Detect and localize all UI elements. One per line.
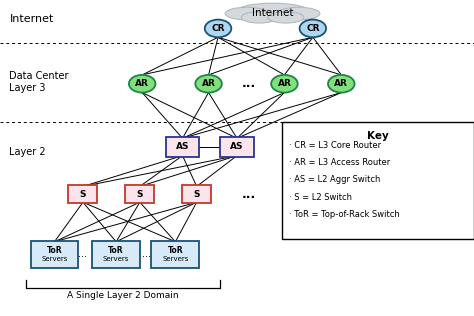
Text: AS: AS: [230, 143, 244, 151]
Text: ...: ...: [79, 249, 87, 259]
Ellipse shape: [237, 3, 308, 19]
Text: ToR: ToR: [109, 246, 124, 255]
Text: Key: Key: [367, 131, 389, 141]
Circle shape: [300, 20, 326, 37]
Ellipse shape: [277, 7, 320, 20]
Text: AR: AR: [277, 79, 292, 88]
Text: Internet: Internet: [9, 14, 54, 24]
Text: S: S: [193, 190, 200, 199]
Text: · ToR = Top-of-Rack Switch: · ToR = Top-of-Rack Switch: [289, 210, 400, 219]
FancyBboxPatch shape: [125, 185, 154, 203]
Text: ToR: ToR: [168, 246, 183, 255]
FancyBboxPatch shape: [182, 185, 211, 203]
Text: CR: CR: [211, 24, 225, 33]
FancyBboxPatch shape: [166, 137, 199, 156]
Text: · S = L2 Switch: · S = L2 Switch: [289, 193, 352, 202]
Text: · AR = L3 Access Router: · AR = L3 Access Router: [289, 158, 391, 167]
Circle shape: [205, 20, 231, 37]
Text: Data Center
Layer 3: Data Center Layer 3: [9, 71, 69, 93]
Circle shape: [129, 75, 155, 93]
Circle shape: [271, 75, 298, 93]
Text: AR: AR: [201, 79, 216, 88]
Text: Servers: Servers: [103, 257, 129, 262]
Circle shape: [195, 75, 222, 93]
Text: AR: AR: [334, 79, 348, 88]
FancyBboxPatch shape: [152, 241, 199, 268]
Text: · CR = L3 Core Router: · CR = L3 Core Router: [289, 141, 381, 149]
Text: ...: ...: [242, 188, 256, 201]
Circle shape: [328, 75, 355, 93]
Text: Layer 2: Layer 2: [9, 147, 46, 157]
FancyBboxPatch shape: [68, 185, 98, 203]
Text: AS: AS: [176, 143, 189, 151]
Ellipse shape: [268, 12, 304, 23]
Text: Servers: Servers: [162, 257, 189, 262]
Text: A Single Layer 2 Domain: A Single Layer 2 Domain: [67, 291, 179, 300]
Ellipse shape: [225, 7, 268, 20]
Text: AR: AR: [135, 79, 149, 88]
Text: ...: ...: [242, 77, 256, 90]
Text: ToR: ToR: [47, 246, 62, 255]
FancyBboxPatch shape: [30, 241, 78, 268]
Text: ...: ...: [143, 249, 151, 259]
FancyBboxPatch shape: [282, 122, 474, 239]
FancyBboxPatch shape: [92, 241, 140, 268]
Text: S: S: [137, 190, 143, 199]
FancyBboxPatch shape: [220, 137, 254, 156]
Text: S: S: [80, 190, 86, 199]
Text: CR: CR: [306, 24, 319, 33]
Text: · AS = L2 Aggr Switch: · AS = L2 Aggr Switch: [289, 175, 381, 184]
Ellipse shape: [241, 12, 277, 23]
Text: Internet: Internet: [252, 8, 293, 18]
Text: Servers: Servers: [41, 257, 68, 262]
